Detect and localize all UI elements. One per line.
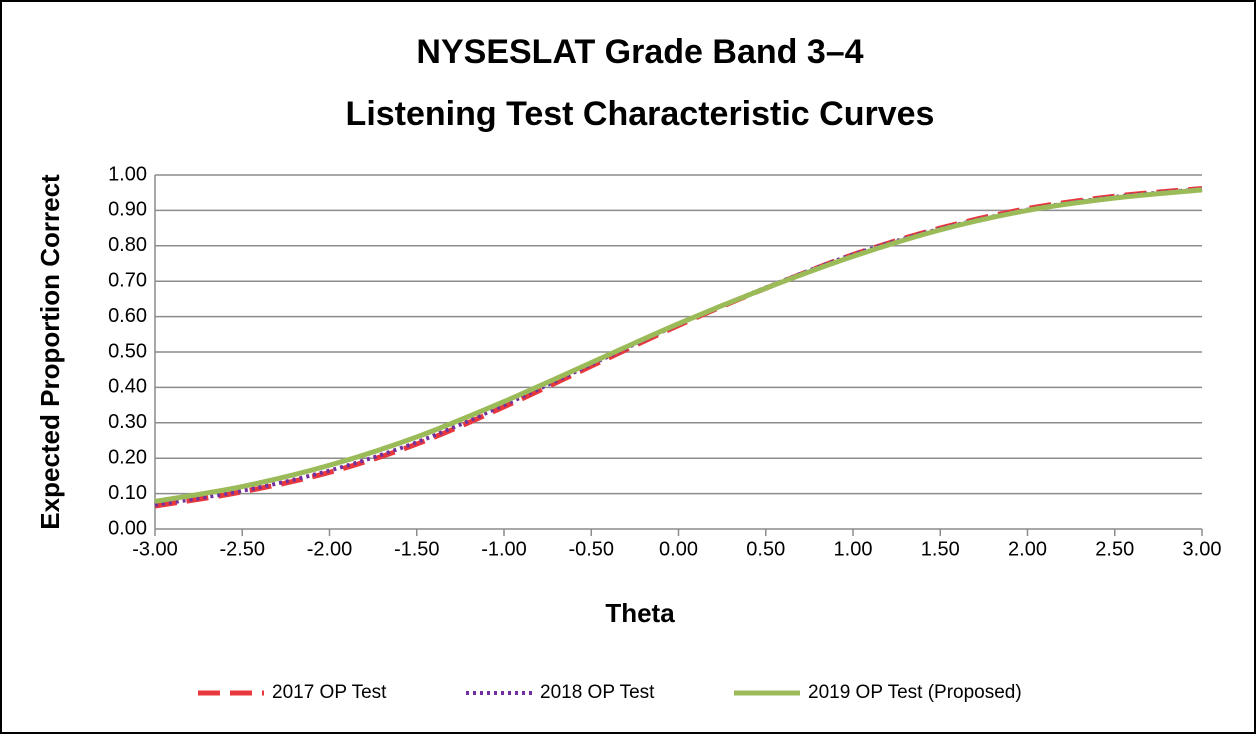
x-tick-label: 0.50 [746, 538, 785, 560]
y-tick-label: 0.00 [108, 517, 147, 539]
y-tick-label: 0.60 [108, 305, 147, 327]
x-tick-label: 2.50 [1095, 538, 1134, 560]
legend-label: 2017 OP Test [272, 682, 387, 703]
y-tick-label: 0.90 [108, 199, 147, 221]
x-tick-label: -1.50 [394, 538, 440, 560]
x-tick-label: -0.50 [568, 538, 614, 560]
x-tick-label: -2.50 [219, 538, 265, 560]
legend-label: 2019 OP Test (Proposed) [808, 682, 1022, 703]
y-tick-label: 0.30 [108, 411, 147, 433]
y-tick-label: 0.80 [108, 234, 147, 256]
x-tick-label: 3.00 [1183, 538, 1222, 560]
y-tick-label: 0.50 [108, 340, 147, 362]
y-tick-label: 0.70 [108, 269, 147, 291]
y-tick-label: 0.40 [108, 376, 147, 398]
y-tick-label: 0.20 [108, 446, 147, 468]
y-axis-title: Expected Proportion Correct [35, 174, 65, 530]
chart-title: NYSESLAT Grade Band 3–4 [416, 33, 863, 71]
x-tick-label: 1.00 [834, 538, 873, 560]
x-tick-label: -1.00 [481, 538, 527, 560]
x-tick-label: -2.00 [307, 538, 353, 560]
x-tick-label: 0.00 [659, 538, 698, 560]
chart-title: Listening Test Characteristic Curves [346, 95, 935, 133]
x-tick-label: -3.00 [132, 538, 178, 560]
y-tick-label: 1.00 [108, 163, 147, 185]
y-tick-label: 0.10 [108, 482, 147, 504]
legend-label: 2018 OP Test [540, 682, 655, 703]
x-axis-title: Theta [605, 598, 675, 628]
series-line [154, 187, 1203, 504]
x-tick-label: 1.50 [921, 538, 960, 560]
x-tick-label: 2.00 [1008, 538, 1047, 560]
